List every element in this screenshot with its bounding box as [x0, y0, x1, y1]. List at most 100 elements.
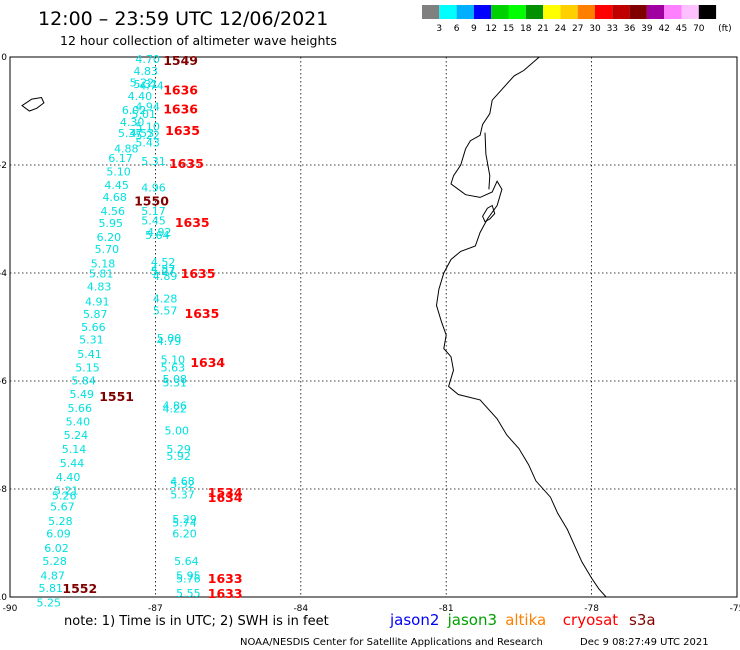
x-tick-label: -78: [584, 604, 599, 614]
swh-value: 5.49: [69, 388, 94, 401]
swh-value: 5.87: [83, 308, 108, 321]
y-tick-label: -2: [0, 161, 7, 171]
swh-value: 5.27: [151, 265, 176, 278]
x-tick-label: -90: [3, 604, 18, 614]
swh-value: 5.41: [77, 348, 102, 361]
y-tick-label: -6: [0, 377, 7, 387]
legend-label: 33: [607, 24, 618, 34]
legend-swatch: [473, 5, 492, 19]
swh-value: 4.87: [40, 569, 65, 582]
swh-value: 5.67: [50, 500, 75, 513]
pass-time-label: 1635: [185, 306, 220, 321]
satellite-legend: jason2 jason3 altika cryosat s3a: [389, 611, 656, 629]
legend-label: 39: [641, 24, 653, 34]
legend-swatch: [629, 5, 647, 19]
legend-swatch: [439, 5, 457, 19]
pass-time-label: 1635: [169, 156, 204, 171]
swh-value: 5.25: [37, 596, 62, 609]
swh-value: 5.44: [60, 457, 85, 470]
legend-swatch: [422, 5, 440, 19]
swh-value: 5.21: [54, 485, 79, 498]
pass-time-label: 1635: [181, 266, 216, 281]
swh-value: 5.28: [48, 515, 73, 528]
swh-value: 5.95: [99, 217, 124, 230]
swh-value: 4.89: [153, 270, 178, 283]
swh-value: 6.02: [122, 104, 147, 117]
swh-value: 5.64: [174, 555, 199, 568]
legend-label: 45: [676, 24, 687, 34]
swh-value: 4.86: [163, 399, 188, 412]
y-tick-label: -4: [0, 269, 7, 279]
map-frame: -90 -87 -84 -81 -78 -75 0 -2 -4 -6 -8 -10: [0, 53, 740, 614]
land-outlines: [21, 56, 607, 598]
swh-value: 4.74: [139, 80, 164, 93]
pass-time-label: 1534: [208, 485, 243, 500]
legend-label: 27: [572, 24, 583, 34]
legend-swatch: [560, 5, 578, 19]
swh-value: 5.45: [141, 215, 166, 228]
satellite-name-cryosat: cryosat: [563, 611, 618, 629]
swh-value: 5.66: [68, 402, 93, 415]
legend-swatch: [664, 5, 682, 19]
swh-value: 4.94: [135, 101, 160, 114]
satellite-name-jason2: jason2: [389, 611, 439, 629]
legend-label: 6: [454, 24, 460, 34]
footer-note: note: 1) Time is in UTC; 2) SWH is in fe…: [64, 614, 329, 629]
swh-value: 4.40: [56, 471, 81, 484]
swh-value: 5.52: [170, 478, 195, 491]
satellite-name-jason3: jason3: [447, 611, 497, 629]
x-tick-label: -84: [293, 604, 308, 614]
swh-value: 5.01: [132, 108, 157, 121]
swh-value: 5.22: [135, 129, 160, 142]
swh-values: 4.704.835.225.314.744.404.946.025.014.30…: [37, 53, 201, 609]
swh-value: 5.81: [89, 268, 114, 281]
legend-label: 30: [589, 24, 601, 34]
swh-value: 4.68: [102, 191, 127, 204]
footer-credit: NOAA/NESDIS Center for Satellite Applica…: [240, 637, 543, 648]
swh-value: 5.84: [71, 374, 96, 387]
galapagos-island: [21, 96, 45, 112]
swh-value: 5.18: [91, 257, 116, 270]
swh-value: 5.17: [141, 205, 166, 218]
swh-value: 5.63: [161, 362, 186, 375]
swh-value: 5.74: [172, 516, 197, 529]
swh-value: 5.28: [42, 555, 67, 568]
swh-value: 4.30: [120, 116, 145, 129]
swh-value: 5.31: [133, 78, 158, 91]
swh-value: 4.83: [133, 65, 158, 78]
pass-time-label: 1635: [175, 215, 210, 230]
swh-value: 5.31: [79, 333, 104, 346]
swh-value: 5.22: [130, 76, 155, 89]
swh-value: 5.10: [106, 165, 131, 178]
x-tick-label: -87: [148, 604, 163, 614]
x-tick-label: -81: [439, 604, 454, 614]
swh-value: 5.40: [66, 416, 91, 429]
swh-value: 5.70: [95, 243, 120, 256]
satellite-name-s3a: s3a: [629, 611, 656, 629]
swh-value: 4.53: [130, 127, 155, 140]
legend-unit: (ft): [718, 24, 732, 34]
swh-value: 5.15: [75, 362, 100, 375]
swh-value: 6.02: [44, 542, 69, 555]
swh-value: 5.31: [163, 377, 188, 390]
swh-value: 4.87: [151, 263, 176, 276]
legend-label: 18: [520, 24, 532, 34]
legend-label: 36: [624, 24, 636, 34]
coastline: [435, 56, 607, 598]
map-border: [9, 56, 738, 598]
legend-swatch: [577, 5, 595, 19]
legend-label: 42: [658, 24, 669, 34]
swh-value: 5.29: [172, 513, 197, 526]
pass-time-label: 1633: [208, 586, 243, 601]
figure-subtitle: 12 hour collection of altimeter wave hei…: [60, 33, 337, 48]
swh-value: 5.64: [145, 229, 170, 242]
swh-value: 5.10: [135, 121, 160, 134]
swh-value: 4.70: [135, 53, 160, 66]
pass-time-label: 1636: [163, 101, 198, 116]
pass-time-label: 1550: [134, 194, 169, 209]
swh-value: 4.28: [153, 292, 178, 305]
pass-time-label: 1636: [163, 82, 198, 97]
swh-value: 5.08: [163, 373, 188, 386]
x-tick-label: -75: [730, 604, 740, 614]
